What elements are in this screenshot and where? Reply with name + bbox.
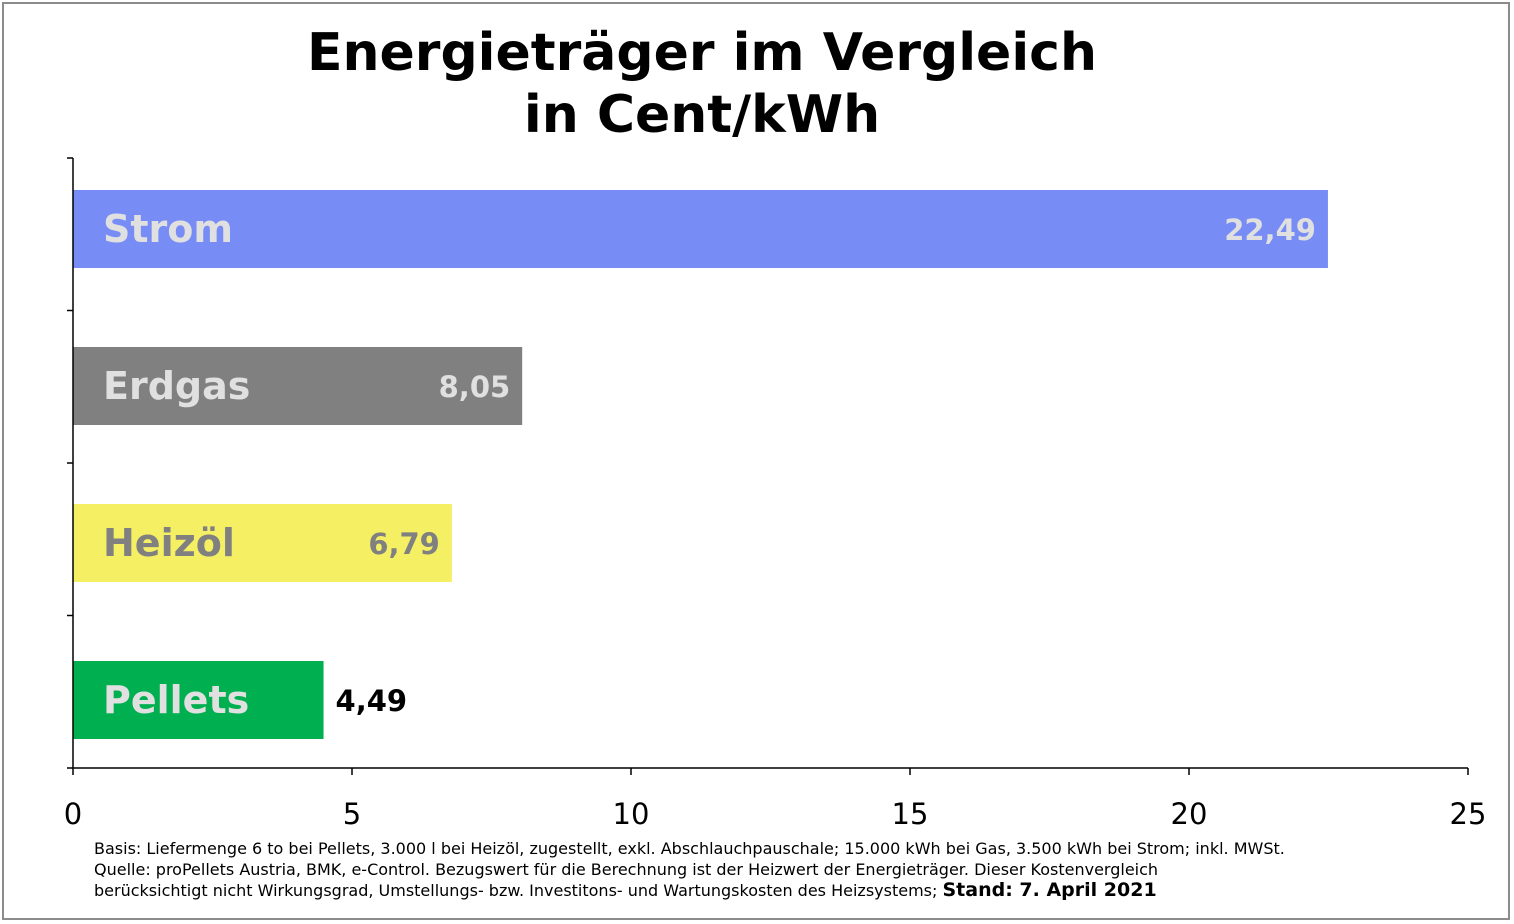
x-tick-label: 15 <box>892 797 929 831</box>
category-label-heiz-l: Heizöl <box>103 521 235 565</box>
bar-pellets <box>73 661 324 739</box>
chart-title-line-2: in Cent/kWh <box>523 85 881 145</box>
category-label-erdgas: Erdgas <box>103 364 250 408</box>
bar-heiz-l <box>73 504 452 582</box>
footnote-line-3: berücksichtigt nicht Wirkungsgrad, Umste… <box>94 880 1454 901</box>
x-tick-label: 20 <box>1171 797 1208 831</box>
category-label-pellets: Pellets <box>103 678 249 722</box>
category-label-strom: Strom <box>103 207 233 251</box>
value-label-pellets: 4,49 <box>336 684 408 718</box>
value-label-strom: 22,49 <box>1224 213 1316 247</box>
chart-title-line-1: Energieträger im Vergleich <box>306 23 1097 83</box>
x-tick-label: 10 <box>613 797 650 831</box>
footnote-line-1: Basis: Liefermenge 6 to bei Pellets, 3.0… <box>94 839 1285 858</box>
value-label-erdgas: 8,05 <box>439 370 511 404</box>
x-tick-label: 25 <box>1450 797 1487 831</box>
bar-erdgas <box>73 347 523 425</box>
footnote-stand-date: Stand: 7. April 2021 <box>942 879 1157 901</box>
footnote: Basis: Liefermenge 6 to bei Pellets, 3.0… <box>94 838 1454 901</box>
chart-title: Energieträger im Vergleich in Cent/kWh <box>0 22 1404 146</box>
x-tick-label: 5 <box>343 797 361 831</box>
x-tick-label: 0 <box>64 797 82 831</box>
bar-strom <box>73 190 1328 268</box>
footnote-line-3-text: berücksichtigt nicht Wirkungsgrad, Umste… <box>94 881 938 900</box>
bars-layer: Strom 22,49 Erdgas 8,05 Heizöl 6,79 Pellets 4,4… <box>73 190 1328 739</box>
footnote-line-2: Quelle: proPellets Austria, BMK, e-Contr… <box>94 860 1159 879</box>
value-label-heiz-l: 6,79 <box>368 527 440 561</box>
axes-layer: 0 5 10 15 20 25 <box>64 157 1487 831</box>
